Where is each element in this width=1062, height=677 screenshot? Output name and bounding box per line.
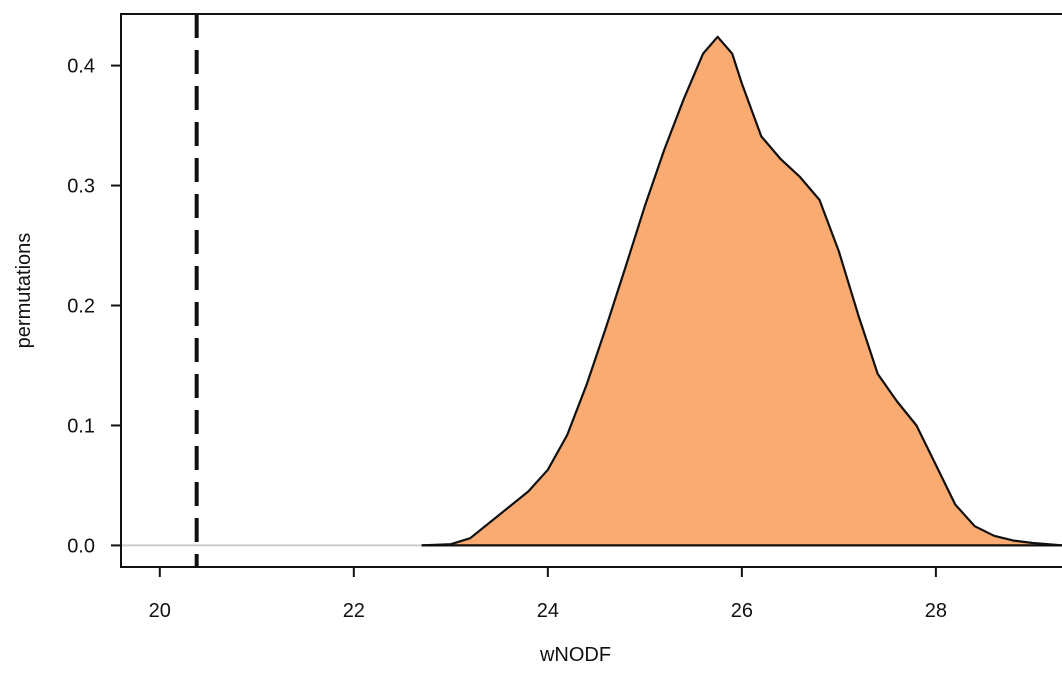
density-outline <box>421 35 1062 547</box>
density-area <box>421 36 1062 546</box>
y-tick-label: 0.3 <box>67 176 95 198</box>
y-axis-title: permutations <box>13 233 35 349</box>
x-tick-label: 22 <box>343 600 365 622</box>
x-tick-label: 28 <box>925 600 947 622</box>
x-tick-label: 24 <box>537 600 559 622</box>
x-tick-label: 20 <box>149 600 171 622</box>
x-axis-title: wNODF <box>539 644 611 666</box>
y-tick-label: 0.2 <box>67 295 95 317</box>
plot-frame <box>120 13 1062 568</box>
y-tick-label: 0.0 <box>67 535 95 557</box>
y-tick-label: 0.1 <box>67 415 95 437</box>
x-tick-label: 26 <box>731 600 753 622</box>
y-tick-label: 0.4 <box>67 56 95 78</box>
